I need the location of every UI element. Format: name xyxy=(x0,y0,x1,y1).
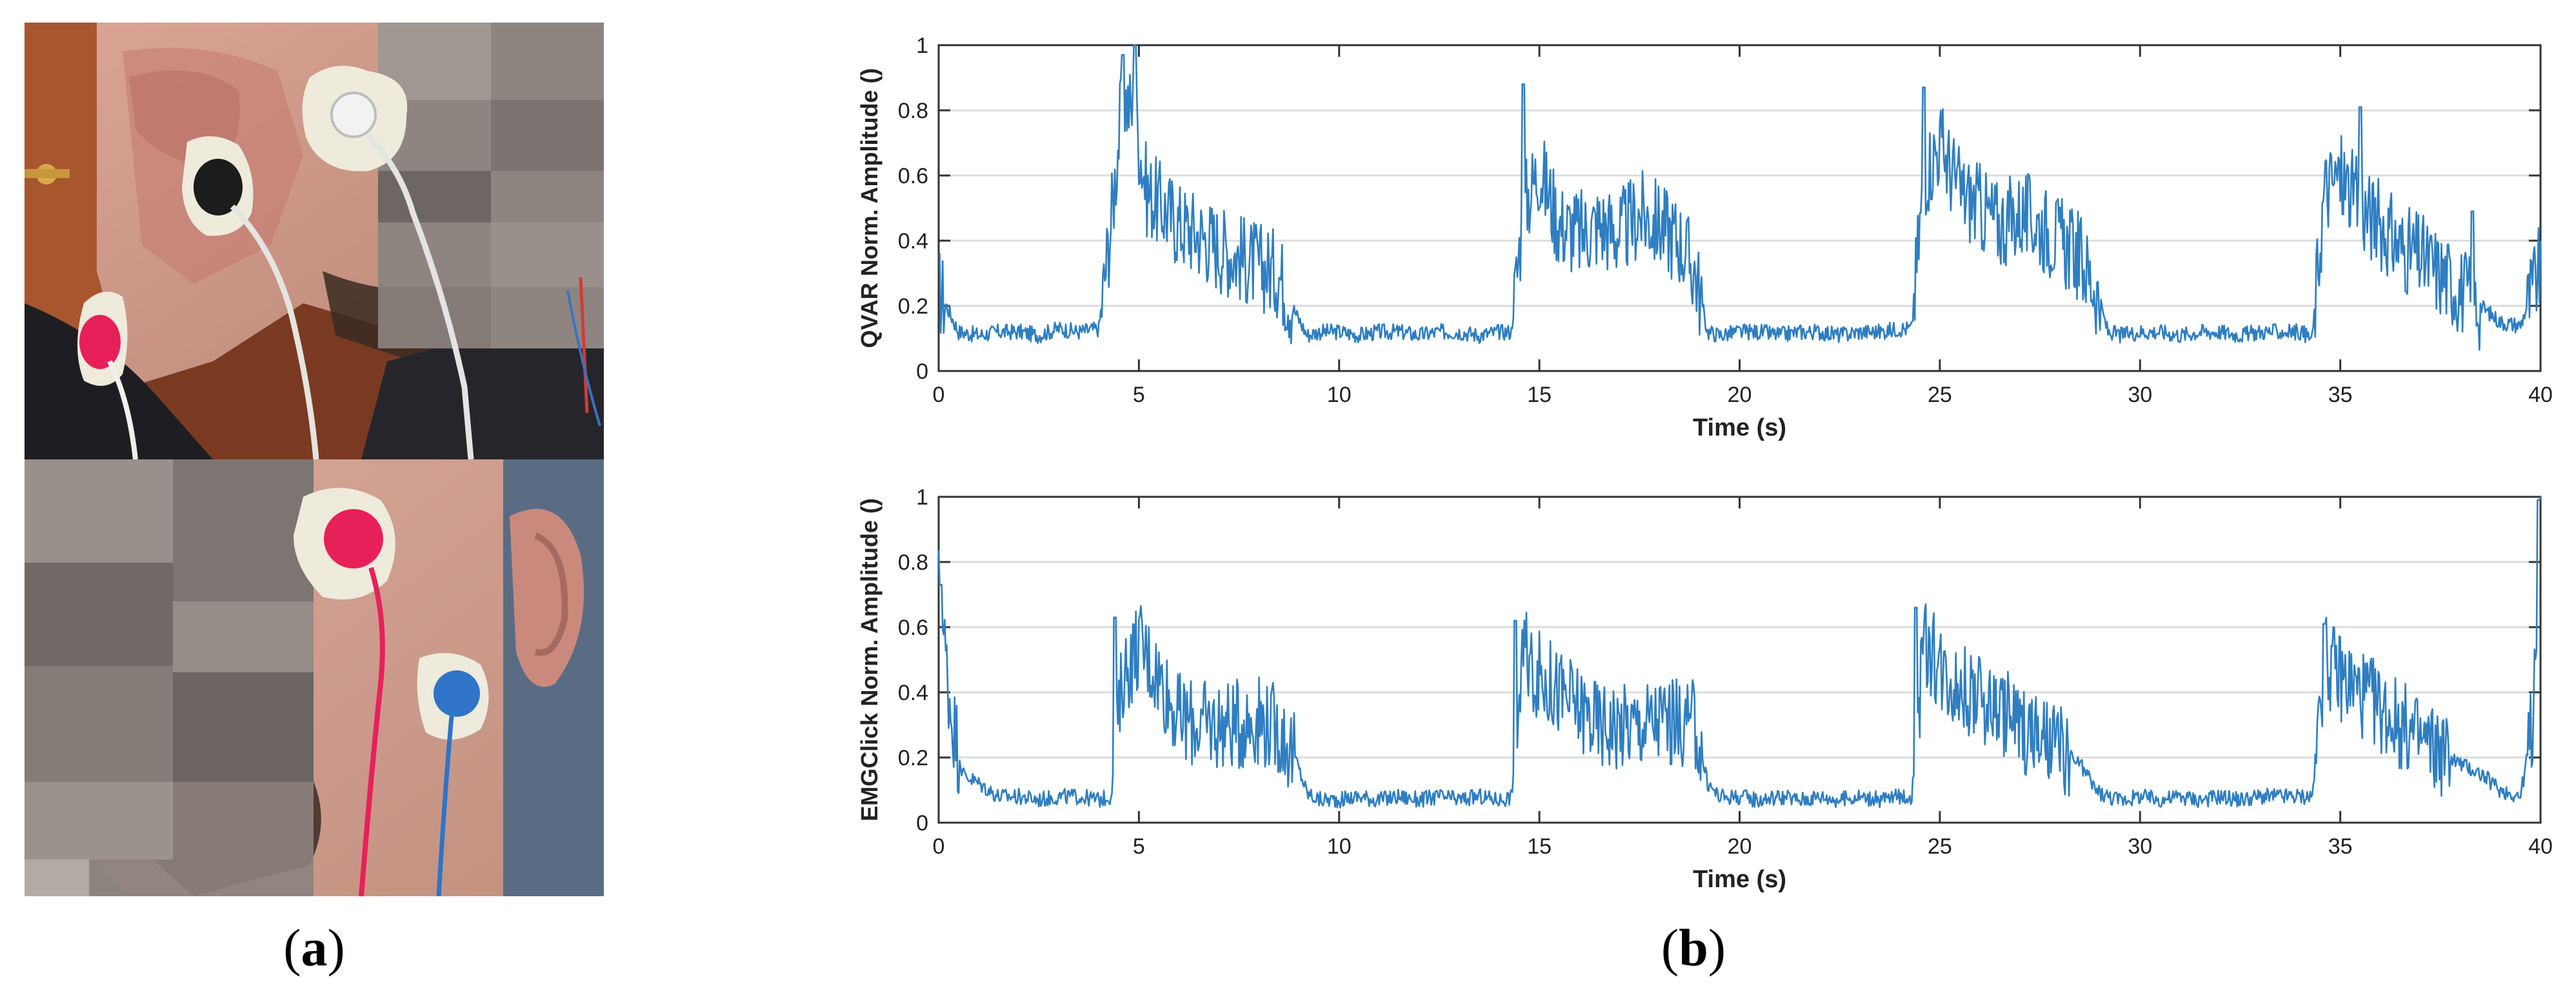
x-tick-label: 0 xyxy=(933,383,945,407)
x-tick-label: 30 xyxy=(2128,383,2152,407)
photo-front-view xyxy=(25,459,604,897)
x-tick-label: 10 xyxy=(1327,834,1352,859)
x-tick-label: 25 xyxy=(1928,834,1952,859)
x-tick-label: 5 xyxy=(1133,383,1145,407)
y-tick-label: 0.6 xyxy=(898,616,928,640)
x-tick-label: 10 xyxy=(1327,383,1352,407)
caption-b-letter: b xyxy=(1679,918,1708,977)
x-axis-label: Time (s) xyxy=(1693,866,1786,893)
y-tick-label: 0.2 xyxy=(898,746,928,770)
caption-b-open: ( xyxy=(1661,918,1679,977)
x-tick-label: 35 xyxy=(2328,383,2353,407)
y-tick-label: 1 xyxy=(916,34,928,58)
caption-a-close: ) xyxy=(327,918,345,977)
x-tick-label: 40 xyxy=(2528,383,2553,407)
x-tick-label: 15 xyxy=(1527,834,1552,859)
y-axis-label: QVAR Norm. Amplitude () xyxy=(856,68,883,348)
y-tick-label: 0.8 xyxy=(898,99,928,123)
caption-b-close: ) xyxy=(1708,918,1726,977)
y-tick-label: 1 xyxy=(916,485,928,510)
x-tick-label: 20 xyxy=(1728,383,1752,407)
y-tick-label: 0.4 xyxy=(898,681,928,705)
y-tick-label: 0.4 xyxy=(898,229,928,254)
photo-side-view xyxy=(25,23,604,460)
y-tick-label: 0 xyxy=(916,811,928,836)
series-line-qvar xyxy=(938,44,2542,351)
caption-a-open: ( xyxy=(283,918,301,977)
caption-a-letter: a xyxy=(301,918,328,977)
x-tick-label: 25 xyxy=(1928,383,1952,407)
y-tick-label: 0 xyxy=(916,359,928,384)
series-line-emgclick xyxy=(937,496,2542,809)
y-axis-label: EMGClick Norm. Amplitude () xyxy=(856,498,883,821)
y-tick-label: 0.8 xyxy=(898,550,928,575)
caption-a: (a) xyxy=(283,921,345,974)
x-tick-label: 20 xyxy=(1728,834,1752,859)
y-tick-label: 0.2 xyxy=(898,294,928,319)
x-tick-label: 15 xyxy=(1527,383,1552,407)
y-tick-label: 0.6 xyxy=(898,164,928,188)
x-tick-label: 35 xyxy=(2328,834,2353,859)
x-tick-label: 30 xyxy=(2128,834,2152,859)
axes-frame xyxy=(937,496,2542,824)
x-tick-label: 40 xyxy=(2528,834,2553,859)
x-tick-label: 0 xyxy=(933,834,945,859)
x-axis-label: Time (s) xyxy=(1693,414,1786,441)
caption-b: (b) xyxy=(1661,921,1726,974)
x-tick-label: 5 xyxy=(1133,834,1145,859)
